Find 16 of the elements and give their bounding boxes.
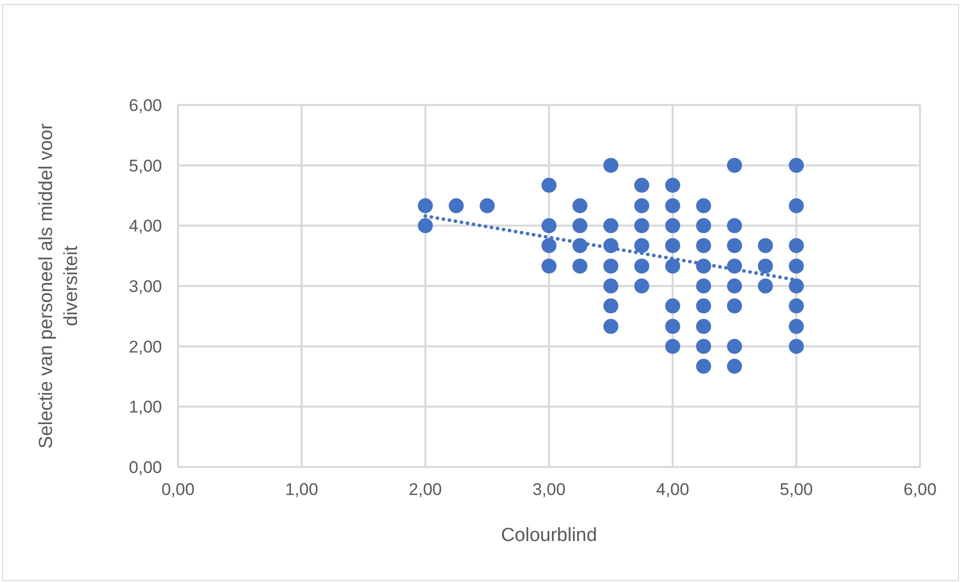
y-axis-title: Selectie van personeel als middel voor diversiteit bbox=[36, 122, 82, 449]
x-tick-label: 0,00 bbox=[161, 480, 195, 500]
y-tick-label: 1,00 bbox=[128, 398, 162, 417]
x-tick-label: 6,00 bbox=[903, 480, 937, 500]
x-tick-label: 1,00 bbox=[285, 480, 318, 500]
x-tick-label: 2,00 bbox=[408, 480, 442, 500]
y-tick-label: 4,00 bbox=[128, 216, 162, 236]
x-tick-label: 3,00 bbox=[532, 480, 566, 500]
x-axis-title: Colourblind bbox=[500, 525, 598, 546]
x-tick-label: 5,00 bbox=[780, 480, 813, 500]
y-tick-label: 2,00 bbox=[128, 337, 162, 356]
y-tick-label: 3,00 bbox=[128, 277, 162, 296]
y-tick-label: 0,00 bbox=[128, 458, 162, 478]
x-tick-label: 4,00 bbox=[656, 480, 690, 500]
y-tick-label: 6,00 bbox=[128, 96, 162, 116]
y-tick-label: 5,00 bbox=[128, 156, 162, 176]
